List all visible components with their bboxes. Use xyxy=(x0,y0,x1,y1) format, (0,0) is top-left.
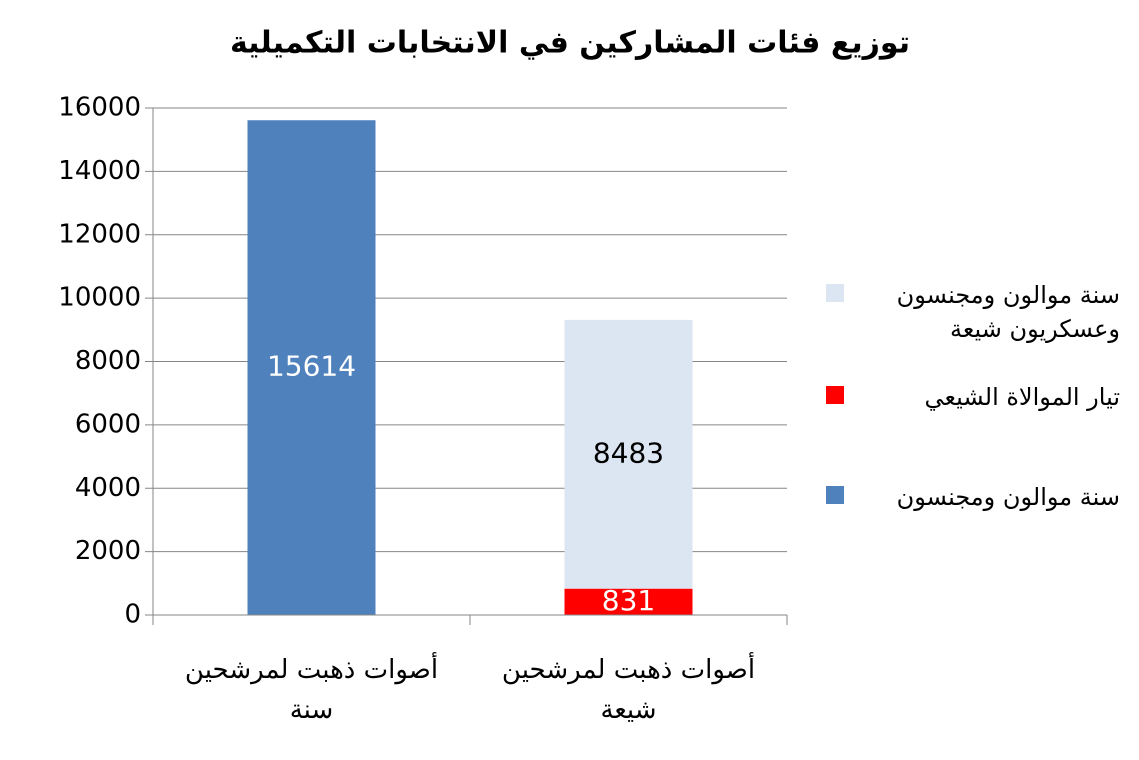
bar xyxy=(564,588,693,615)
y-tick-label: 0 xyxy=(124,600,141,630)
x-tick-label: أصوات ذهبت لمرشحين سنة xyxy=(184,655,439,725)
y-tick-label: 14000 xyxy=(58,156,141,186)
data-label: 8483 xyxy=(593,436,664,469)
bar xyxy=(564,319,693,589)
y-tick-label: 6000 xyxy=(75,409,141,439)
legend-label: سنة موالون ومجنسون وعسكريون شيعة xyxy=(896,281,1120,343)
bar xyxy=(247,120,376,615)
x-tick-label: أصوات ذهبت لمرشحين شيعة xyxy=(501,655,756,725)
data-label: 831 xyxy=(602,584,655,617)
data-label: 15614 xyxy=(267,350,356,383)
y-tick-label: 4000 xyxy=(75,473,141,503)
y-tick-label: 2000 xyxy=(75,536,141,566)
legend-swatch xyxy=(826,284,844,302)
legend-label: سنة موالون ومجنسون xyxy=(896,483,1120,511)
y-tick-label: 12000 xyxy=(58,219,141,249)
legend-label: تيار الموالاة الشيعي xyxy=(924,383,1120,411)
chart-title: توزيع فئات المشاركين في الانتخابات التكم… xyxy=(230,26,910,61)
legend-swatch xyxy=(826,486,844,504)
legend-swatch xyxy=(826,386,844,404)
y-tick-label: 10000 xyxy=(58,283,141,313)
y-tick-label: 16000 xyxy=(58,93,141,123)
y-tick-label: 8000 xyxy=(75,346,141,376)
